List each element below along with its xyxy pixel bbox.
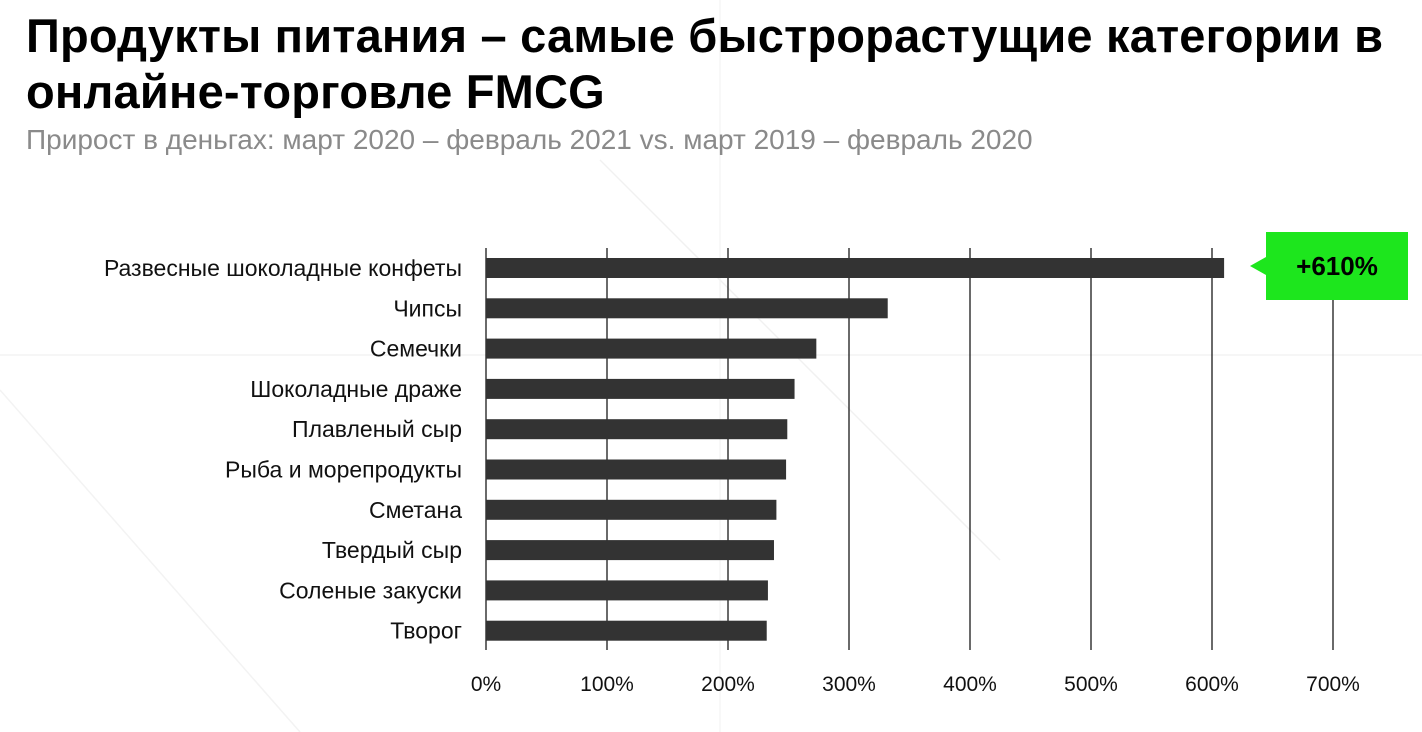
bar	[486, 258, 1225, 278]
category-labels: Развесные шоколадные конфеты Чипсы Семечки…	[104, 255, 462, 644]
bar	[486, 338, 817, 359]
category-label: Сметана	[369, 497, 462, 523]
bar	[486, 419, 788, 440]
x-tick-label: 700%	[1306, 673, 1360, 696]
bar	[486, 499, 777, 520]
bars	[486, 258, 1225, 641]
bar	[486, 580, 768, 601]
x-tick-label: 200%	[701, 673, 755, 696]
x-tick-label: 500%	[1064, 673, 1118, 696]
category-label: Твердый сыр	[322, 537, 462, 563]
bar	[486, 298, 888, 319]
category-label: Развесные шоколадные конфеты	[104, 255, 462, 281]
x-tick-label: 300%	[822, 673, 876, 696]
bar	[486, 620, 767, 641]
bar	[486, 459, 787, 480]
category-label: Семечки	[370, 336, 462, 362]
bar	[486, 540, 774, 561]
category-label: Шоколадные драже	[250, 376, 462, 402]
tick-labels: 0% 100% 200% 300% 400% 500% 600% 700%	[471, 673, 1360, 696]
category-label: Творог	[390, 618, 462, 644]
category-label: Плавленый сыр	[292, 416, 462, 442]
x-tick-label: 100%	[580, 673, 634, 696]
category-label: Соленые закуски	[279, 577, 462, 603]
x-tick-label: 600%	[1185, 673, 1239, 696]
max-value-callout: +610%	[1250, 232, 1408, 300]
category-label: Чипсы	[393, 295, 462, 321]
bar	[486, 378, 795, 399]
category-label: Рыба и морепродукты	[225, 457, 462, 483]
x-tick-label: 400%	[943, 673, 997, 696]
x-tick-label: 0%	[471, 673, 501, 696]
page-title: Продукты питания – самые быстрорастущие …	[26, 9, 1384, 118]
page-subtitle: Прирост в деньгах: март 2020 – февраль 2…	[26, 124, 1033, 155]
